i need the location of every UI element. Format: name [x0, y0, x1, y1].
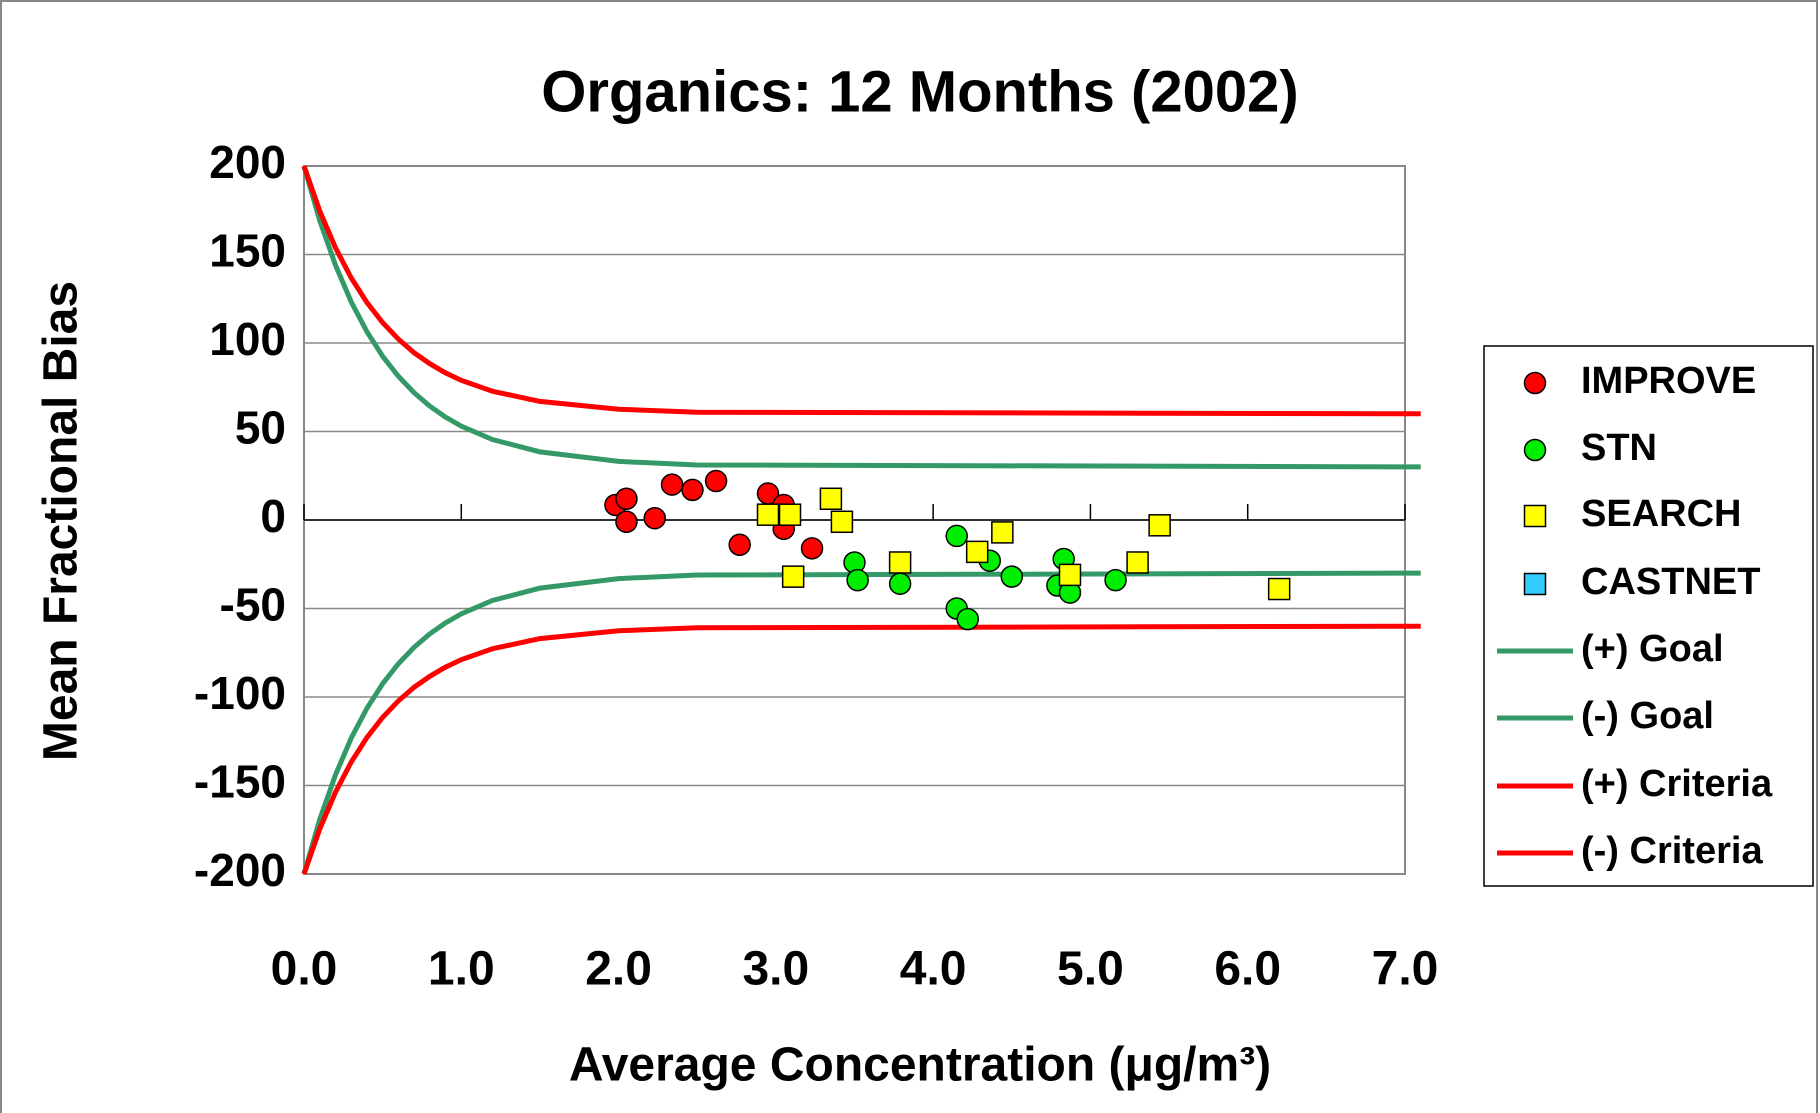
- y-tick-label: -50: [220, 579, 286, 631]
- x-tick-label: 5.0: [1057, 943, 1124, 996]
- legend-marker: [1523, 572, 1547, 596]
- line: [301, 570, 1421, 875]
- y-tick-label: 100: [209, 313, 286, 365]
- point: [1148, 514, 1171, 537]
- point: [945, 524, 968, 548]
- point: [1267, 577, 1291, 601]
- legend-marker: [1523, 371, 1547, 395]
- line: [301, 165, 1421, 417]
- point: [888, 551, 912, 574]
- point: [1000, 565, 1024, 588]
- legend-box: [1483, 345, 1814, 887]
- chart-title: Organics: 12 Months (2002): [541, 59, 1298, 124]
- point: [643, 506, 666, 530]
- point: [819, 487, 843, 511]
- legend-label: (-) Goal: [1581, 695, 1714, 737]
- y-axis-label: Mean Fractional Bias: [35, 281, 88, 761]
- point: [704, 469, 728, 493]
- y-tick-label: -200: [194, 844, 286, 896]
- point: [660, 473, 684, 496]
- x-axis-label: Average Concentration (μg/m³): [569, 1039, 1271, 1092]
- point: [1126, 551, 1149, 574]
- y-tick-label: -100: [194, 667, 286, 719]
- point: [830, 510, 854, 534]
- point: [1104, 568, 1127, 592]
- line: [301, 623, 1421, 875]
- y-tick-label: -150: [194, 756, 286, 808]
- x-tick-label: 4.0: [900, 943, 967, 996]
- y-tick-label: 0: [260, 490, 286, 542]
- legend-label: IMPROVE: [1581, 360, 1756, 402]
- point: [681, 478, 704, 502]
- line: [301, 165, 1421, 470]
- legend-label: (-) Criteria: [1581, 830, 1763, 872]
- point: [965, 540, 989, 564]
- x-tick-label: 0.0: [271, 943, 338, 996]
- legend-marker: [1523, 504, 1547, 528]
- point: [800, 537, 824, 560]
- legend-label: STN: [1581, 427, 1657, 469]
- x-tick-label: 1.0: [428, 943, 495, 996]
- legend-label: (+) Criteria: [1581, 763, 1773, 805]
- point: [615, 510, 638, 534]
- point: [956, 607, 979, 631]
- point: [756, 503, 780, 526]
- point: [778, 503, 802, 526]
- y-tick-label: 50: [235, 402, 286, 454]
- point: [728, 533, 751, 557]
- legend-label: CASTNET: [1581, 561, 1760, 603]
- point: [991, 521, 1014, 544]
- legend-marker: [1523, 438, 1547, 462]
- x-tick-label: 2.0: [585, 943, 652, 996]
- x-tick-label: 3.0: [742, 943, 809, 996]
- x-tick-label: 7.0: [1372, 943, 1439, 996]
- y-tick-label: 200: [209, 136, 286, 188]
- point: [846, 568, 869, 592]
- point: [888, 572, 912, 595]
- legend-label: (+) Goal: [1581, 628, 1724, 670]
- point: [1058, 563, 1082, 587]
- x-tick-label: 6.0: [1214, 943, 1281, 996]
- point: [615, 487, 638, 511]
- legend-label: SEARCH: [1581, 493, 1741, 535]
- point: [781, 565, 805, 588]
- y-tick-label: 150: [209, 225, 286, 277]
